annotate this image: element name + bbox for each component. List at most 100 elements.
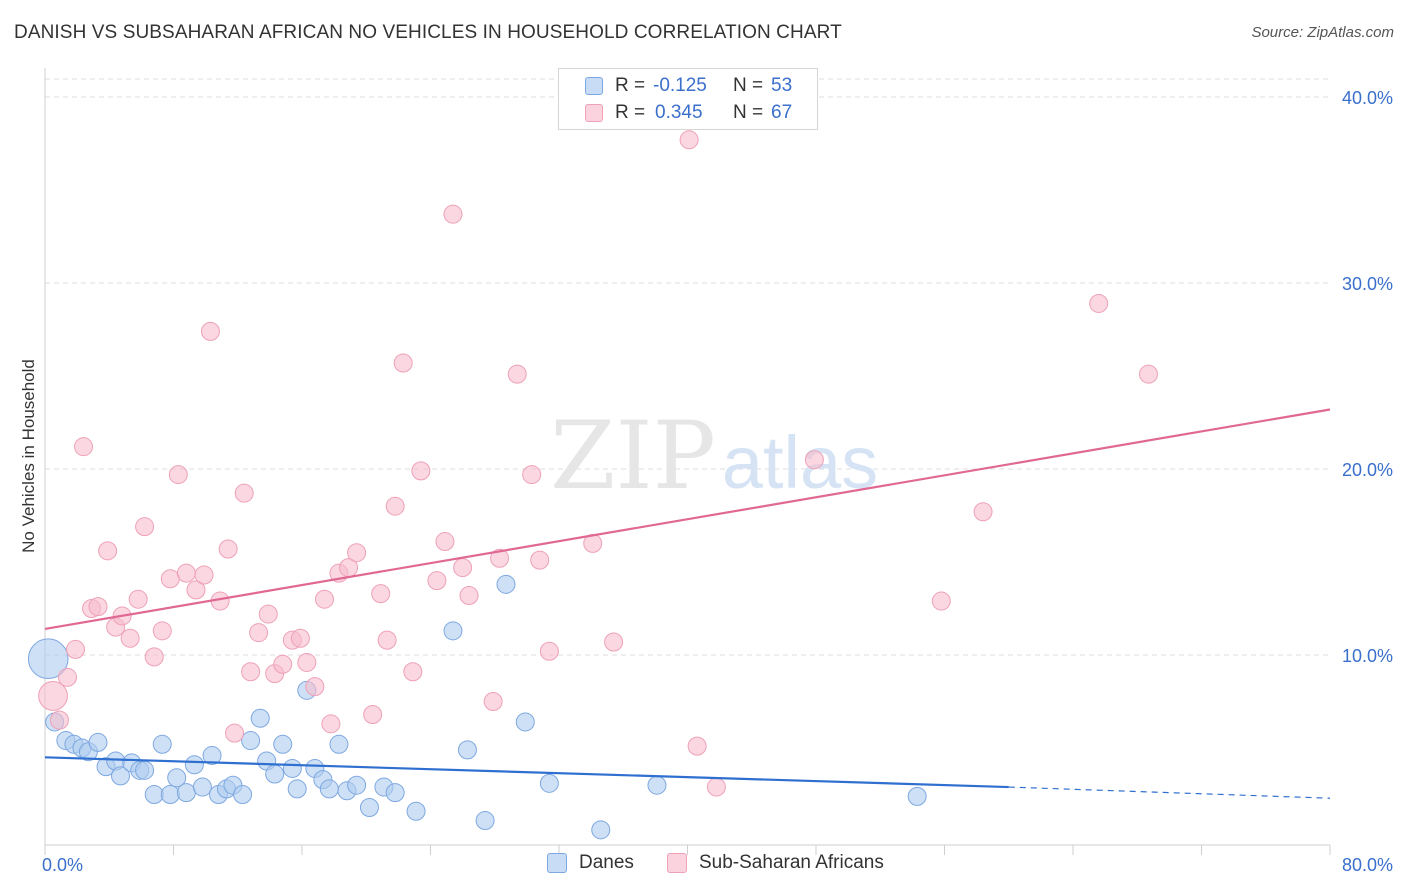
data-point	[290, 628, 310, 648]
series-danes	[27, 574, 927, 840]
data-point	[152, 621, 172, 641]
data-point	[347, 775, 367, 795]
data-point	[973, 502, 993, 522]
x-tick-label: 80.0%	[1342, 855, 1393, 875]
data-point	[167, 768, 187, 788]
stats-box: R = -0.125 N = 53 R = 0.345 N = 67	[558, 68, 818, 130]
data-point	[74, 437, 94, 457]
data-point	[160, 569, 180, 589]
stats-r-value: 0.345	[655, 102, 703, 123]
data-point	[128, 589, 148, 609]
data-point	[647, 775, 667, 795]
data-point	[110, 766, 130, 786]
data-point	[200, 321, 220, 341]
series-subsaharan	[38, 130, 1158, 797]
data-point	[225, 723, 245, 743]
data-point	[907, 786, 927, 806]
data-point	[1138, 364, 1158, 384]
y-tick-label: 10.0%	[1342, 646, 1393, 666]
legend-label-subsaharan: Sub-Saharan Africans	[699, 852, 884, 873]
data-point	[604, 632, 624, 652]
y-tick-label: 20.0%	[1342, 460, 1393, 480]
data-point	[804, 450, 824, 470]
data-point	[57, 667, 77, 687]
data-point	[393, 353, 413, 373]
data-point	[49, 710, 69, 730]
data-point	[371, 584, 391, 604]
stats-r-label: R =	[615, 102, 646, 123]
chart-title: DANISH VS SUBSAHARAN AFRICAN NO VEHICLES…	[14, 22, 842, 43]
data-point	[443, 204, 463, 224]
data-point	[679, 130, 699, 150]
data-point	[265, 764, 285, 784]
data-point	[411, 461, 431, 481]
stats-r-value: -0.125	[653, 75, 707, 96]
data-point	[120, 628, 140, 648]
stats-n-label: N =	[733, 102, 764, 123]
y-tick-label: 30.0%	[1342, 274, 1393, 294]
stats-swatch-danes	[585, 77, 603, 95]
data-point	[38, 681, 68, 711]
watermark-zip: ZIP	[550, 402, 716, 511]
data-point	[66, 639, 86, 659]
data-point	[273, 734, 293, 754]
data-point	[241, 662, 261, 682]
data-point	[319, 779, 339, 799]
data-point	[591, 820, 611, 840]
stats-r-label: R =	[615, 75, 646, 96]
data-point	[377, 630, 397, 650]
data-point	[687, 736, 707, 756]
data-point	[363, 705, 383, 725]
data-point	[305, 677, 325, 697]
data-point	[539, 641, 559, 661]
data-point	[194, 565, 214, 585]
data-point	[453, 558, 473, 578]
legend-label-danes: Danes	[579, 852, 634, 873]
data-point	[347, 543, 367, 563]
data-point	[496, 574, 516, 594]
data-point	[144, 647, 164, 667]
source-label: Source: ZipAtlas.com	[1251, 24, 1394, 41]
data-point	[249, 623, 269, 643]
data-point	[427, 571, 447, 591]
stats-n-label: N =	[733, 75, 764, 96]
gridlines	[45, 78, 1330, 656]
data-point	[287, 779, 307, 799]
data-point	[184, 755, 204, 775]
data-point	[385, 783, 405, 803]
data-point	[706, 777, 726, 797]
data-point	[192, 777, 212, 797]
data-point	[515, 712, 535, 732]
data-point	[144, 785, 164, 804]
data-point	[522, 465, 542, 485]
data-point	[329, 734, 349, 754]
data-point	[258, 604, 278, 624]
data-point	[135, 760, 155, 780]
data-point	[98, 541, 118, 561]
data-point	[314, 589, 334, 609]
trend-line-danes	[44, 756, 1009, 789]
data-point	[297, 652, 317, 672]
legend-swatch-danes	[547, 853, 567, 873]
data-point	[88, 597, 108, 617]
x-tick-label: 0.0%	[42, 855, 83, 875]
trend-line-subsaharan	[44, 408, 1331, 631]
data-point	[406, 801, 426, 821]
data-point	[539, 773, 559, 793]
data-point	[530, 550, 550, 570]
data-point	[218, 539, 238, 559]
data-point	[475, 811, 495, 831]
data-point	[241, 731, 261, 751]
data-point	[435, 532, 455, 552]
data-point	[459, 585, 479, 605]
data-point	[282, 758, 302, 778]
data-point	[176, 783, 196, 803]
y-tick-label: 40.0%	[1342, 88, 1393, 108]
data-point	[403, 662, 423, 682]
data-point	[202, 745, 222, 765]
data-point	[321, 714, 341, 734]
stats-n-value: 53	[771, 75, 793, 96]
data-point	[186, 580, 206, 600]
trend-line-extension-danes	[1008, 786, 1331, 799]
